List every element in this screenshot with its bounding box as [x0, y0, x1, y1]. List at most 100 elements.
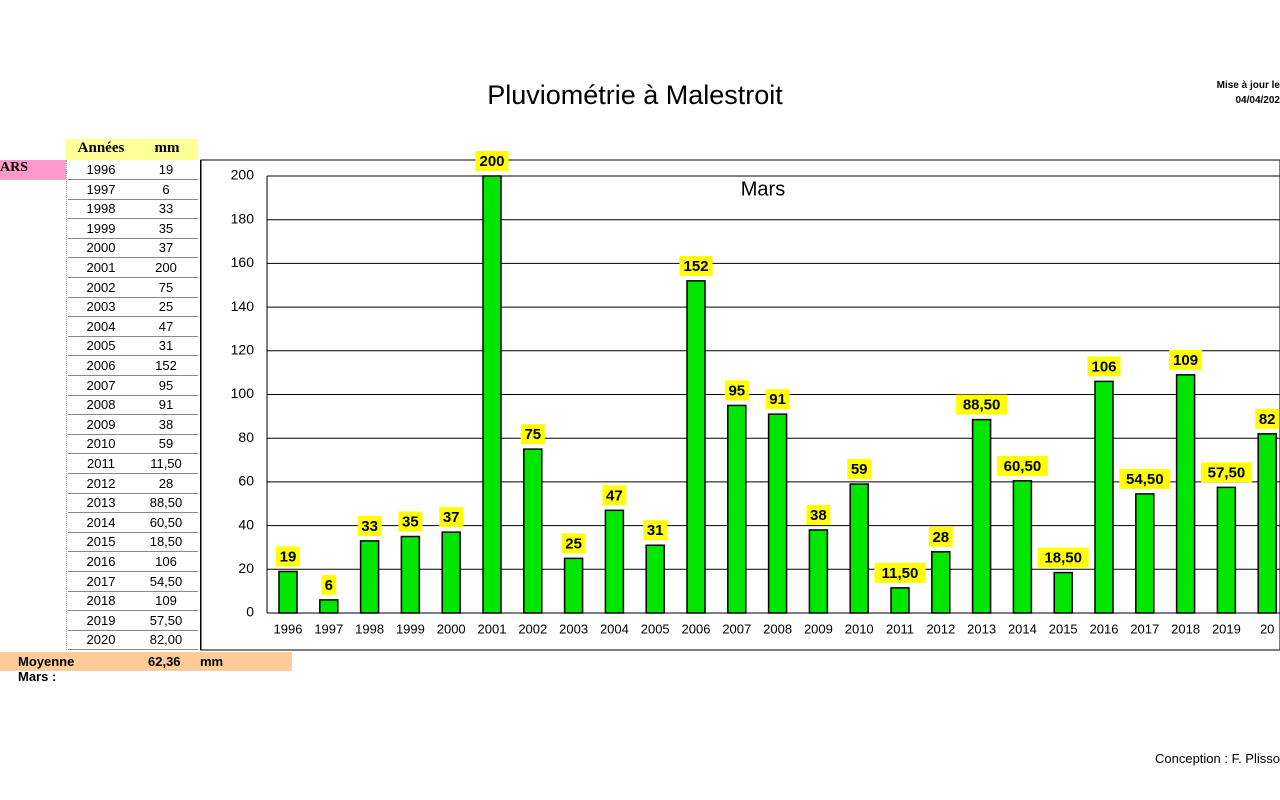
year-cell: 2003 [68, 297, 134, 318]
x-tick-label: 2005 [641, 621, 670, 636]
bar [523, 448, 543, 614]
y-tick-label: 140 [231, 298, 255, 314]
value-label-bg [643, 520, 668, 541]
mm-cell: 18,50 [134, 532, 198, 553]
bar [1216, 486, 1237, 614]
mm-cell: 47 [134, 317, 198, 337]
value-label-bg [276, 546, 300, 567]
x-tick-label: 2008 [763, 621, 792, 636]
bar [767, 413, 788, 614]
value-label: 75 [524, 426, 541, 443]
value-label: 11,50 [882, 565, 919, 582]
bar [931, 551, 951, 614]
year-cell: 2012 [68, 474, 134, 494]
y-tick-label: 0 [246, 604, 254, 620]
x-tick-label: 2000 [437, 621, 466, 636]
bar [319, 599, 339, 614]
x-tick-label: 2014 [1008, 621, 1037, 636]
header-year: Années [77, 140, 125, 156]
mm-cell: 106 [134, 552, 198, 572]
bar [1094, 380, 1114, 614]
year-cell: 2006 [68, 356, 134, 376]
mm-cell: 57,50 [134, 611, 198, 631]
value-label-bg [475, 151, 509, 171]
value-label: 19 [280, 548, 297, 565]
value-label-bg [561, 533, 586, 554]
page-title: Pluviométrie à Malestroit [487, 80, 783, 110]
mm-cell: 6 [134, 180, 198, 200]
mm-cell: 152 [134, 356, 198, 376]
value-label-bg [1169, 349, 1203, 370]
year-cell: 2009 [68, 415, 134, 435]
month-label: ARS [0, 160, 66, 180]
x-tick-label: 2010 [845, 621, 874, 636]
mm-cell: 75 [134, 278, 198, 298]
value-label: 200 [479, 153, 504, 170]
mm-cell: 59 [134, 434, 198, 455]
x-tick-label: 2002 [518, 621, 547, 636]
value-label: 95 [728, 382, 745, 399]
x-tick-label: 2011 [886, 621, 914, 636]
year-cell: 2017 [68, 572, 134, 592]
x-tick-label: 1999 [396, 621, 425, 636]
year-cell: 1998 [68, 199, 134, 220]
header-bg [66, 139, 198, 160]
update-label: Mise à jour le [1216, 80, 1280, 91]
year-cell: 2001 [68, 258, 134, 278]
average-value: 62,36 [148, 654, 181, 669]
value-label-bg [765, 389, 790, 410]
y-tick-label: 100 [231, 385, 255, 401]
value-label-bg [724, 380, 749, 401]
y-tick-label: 180 [231, 210, 255, 226]
mm-cell: 88,50 [134, 493, 198, 514]
value-label-bg [602, 485, 627, 506]
mm-cell: 31 [134, 336, 198, 357]
x-tick-label: 2001 [478, 621, 507, 636]
bar [441, 531, 461, 614]
mm-cell: 91 [134, 395, 198, 416]
value-label-bg [398, 511, 423, 532]
bar [971, 418, 992, 614]
year-cell: 2002 [68, 278, 134, 298]
average-bg [0, 652, 292, 671]
bar [1053, 571, 1073, 614]
year-cell: 1996 [68, 160, 134, 180]
x-tick-label: 2004 [600, 621, 629, 636]
x-tick-label: 1997 [314, 621, 343, 636]
value-label: 37 [443, 509, 460, 526]
value-label: 38 [810, 507, 827, 524]
year-cell: 2020 [68, 630, 134, 651]
footer: Conception : F. Plisso [1154, 751, 1280, 766]
mm-cell: 109 [134, 591, 198, 612]
value-label: 60,50 [1004, 458, 1042, 475]
value-label: 33 [361, 518, 378, 535]
mm-cell: 95 [134, 376, 198, 396]
value-label: 106 [1091, 358, 1116, 375]
x-tick-label: 2017 [1130, 621, 1159, 636]
y-tick-label: 120 [231, 342, 255, 358]
x-tick-label: 2016 [1090, 621, 1119, 636]
value-label: 109 [1173, 352, 1198, 369]
value-label-bg [1119, 468, 1171, 489]
mm-cell: 11,50 [134, 454, 198, 474]
bar [727, 404, 747, 614]
year-cell: 2018 [68, 591, 134, 612]
x-tick-label: 2007 [722, 621, 751, 636]
value-label-bg [874, 562, 926, 583]
bar [808, 529, 829, 614]
chart-title: Mars [741, 178, 785, 200]
bar [400, 535, 421, 614]
bar [849, 483, 869, 614]
x-tick-label: 20 [1260, 621, 1274, 636]
value-label-bg [520, 424, 545, 445]
x-tick-label: 2003 [559, 621, 588, 636]
value-label: 35 [402, 513, 419, 530]
bar [686, 280, 706, 614]
mm-cell: 54,50 [134, 572, 198, 592]
x-tick-label: 2013 [967, 621, 996, 636]
bar [563, 557, 584, 614]
year-cell: 2013 [68, 493, 134, 514]
average-label: Moyenne Mars : [18, 654, 75, 684]
chart-frame [200, 159, 1280, 651]
bar [1175, 374, 1196, 614]
